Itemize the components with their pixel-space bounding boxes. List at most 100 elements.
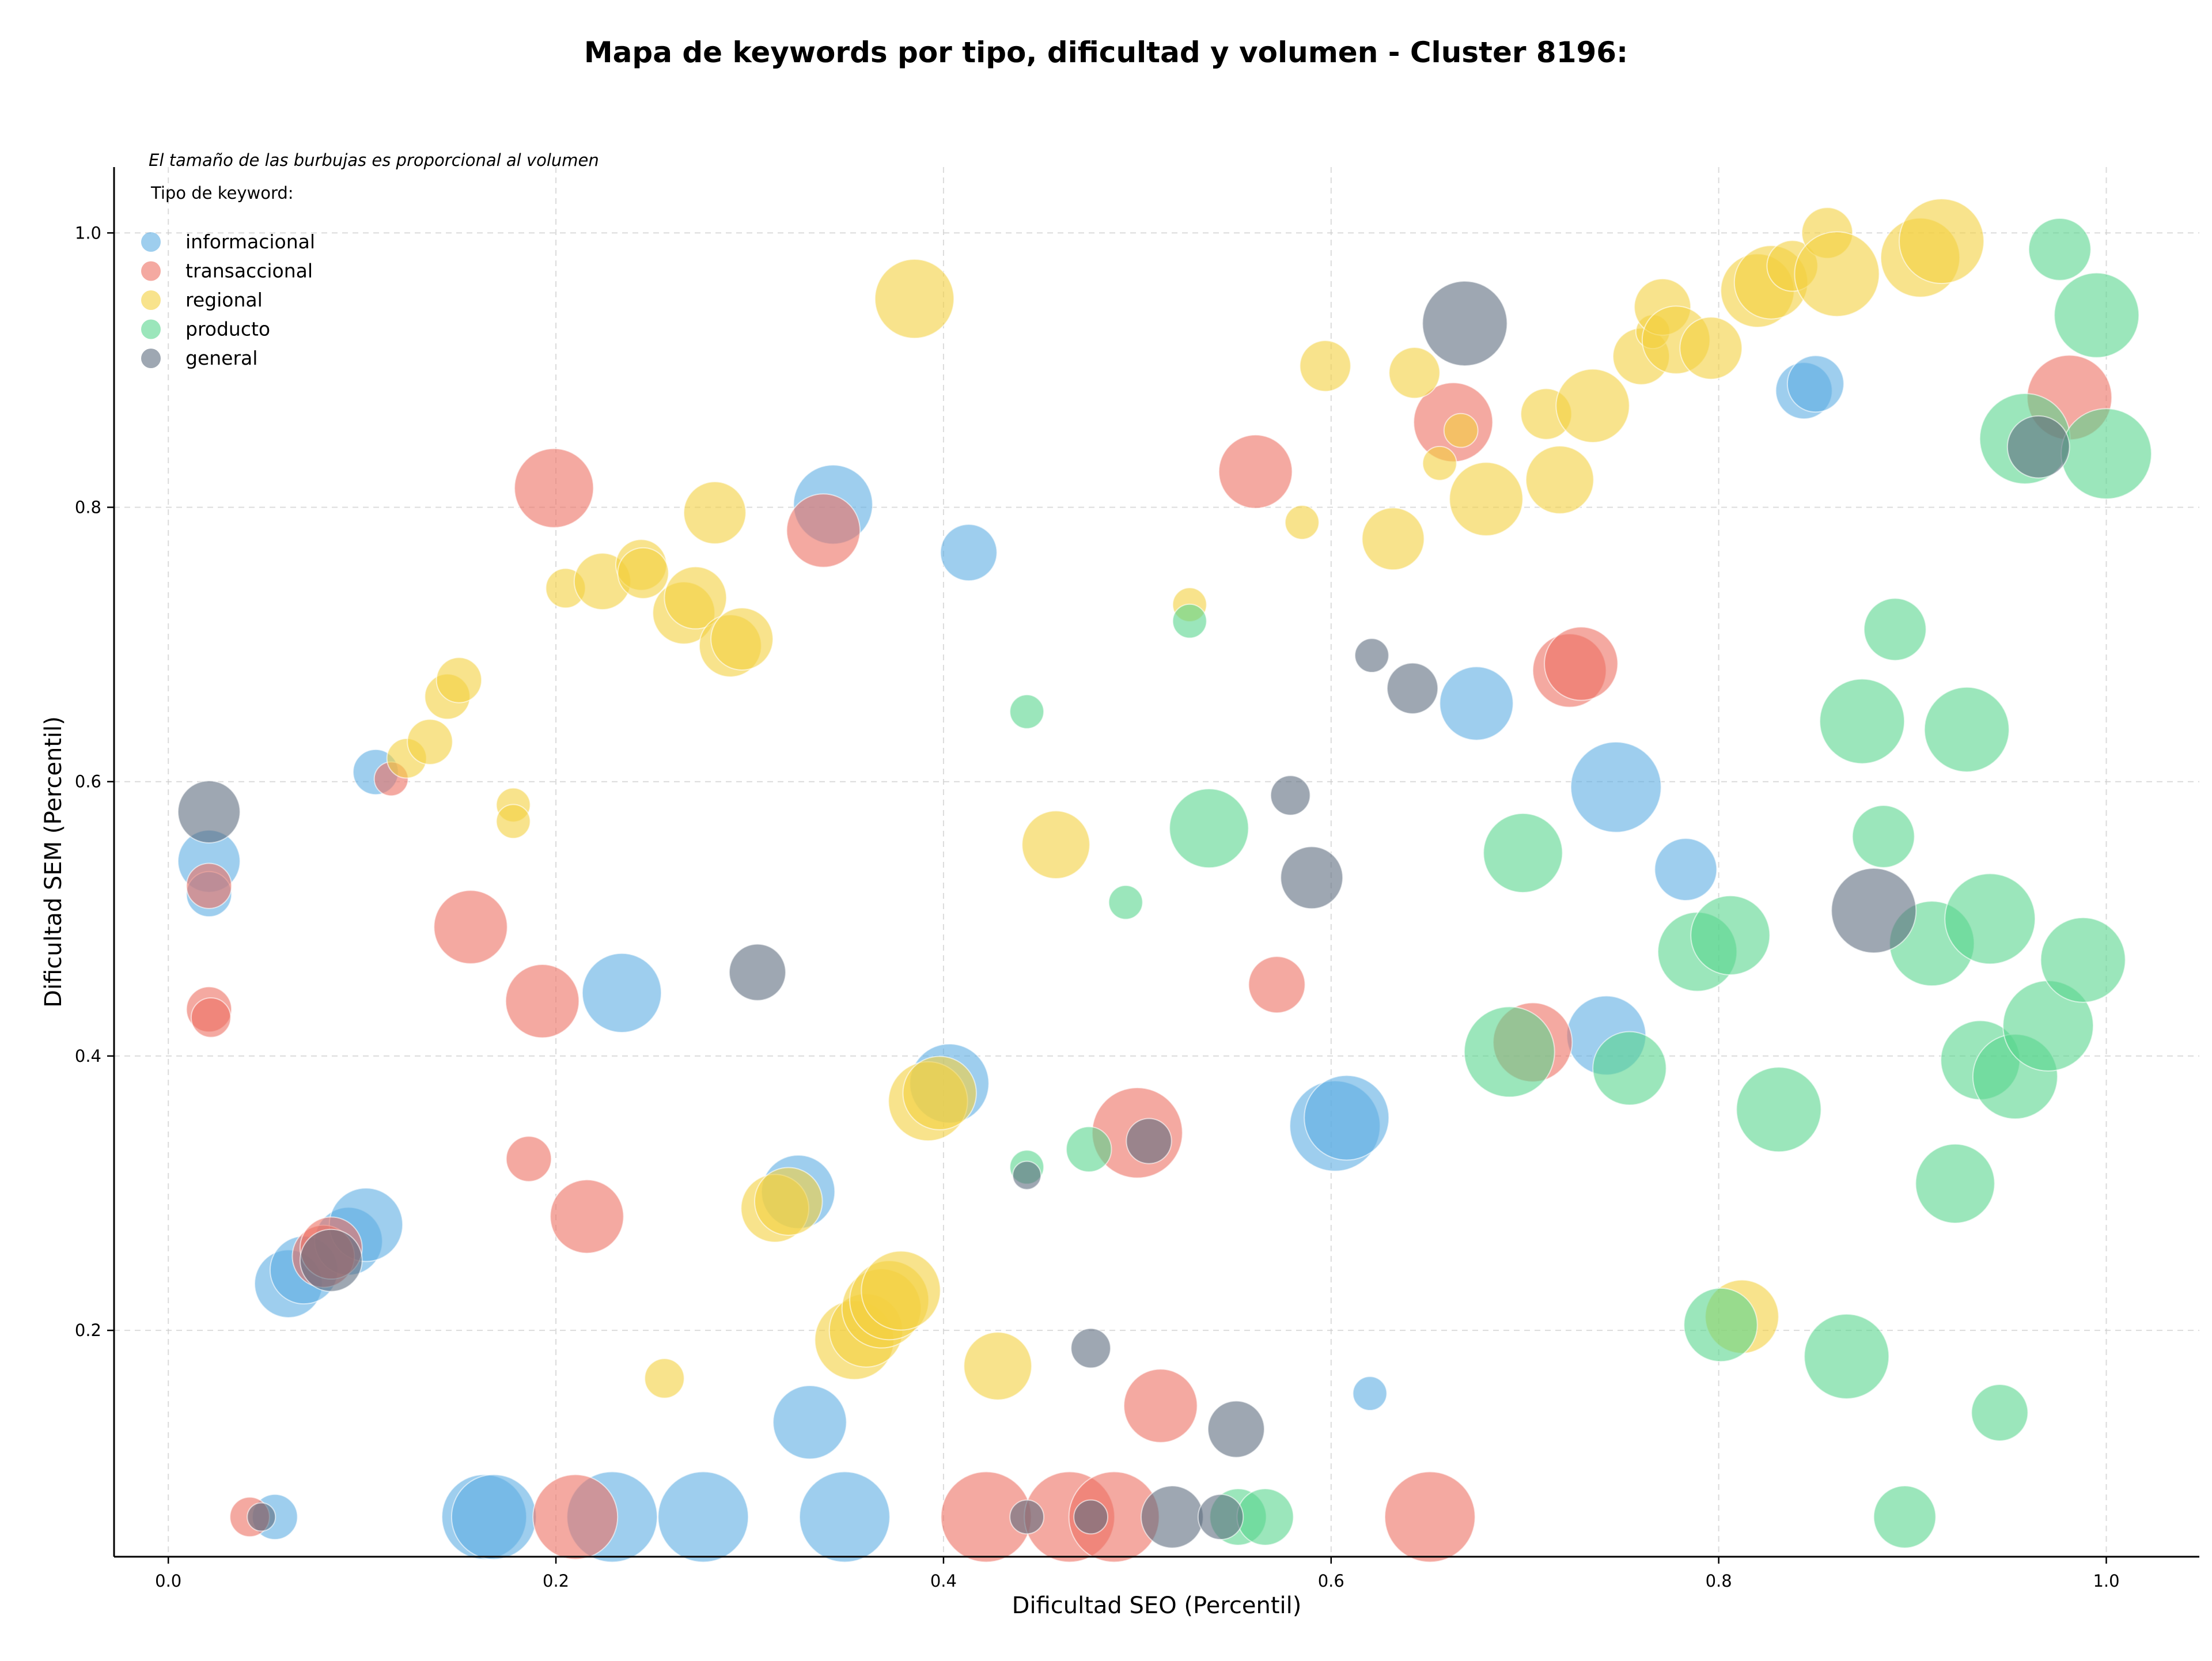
bubble-regional [1021,810,1090,880]
size-annotation: El tamaño de las burbujas es proporciona… [149,150,599,170]
bubble-producto [1873,1485,1937,1549]
bubble-transaccional [514,448,594,528]
bubble-regional [664,566,728,630]
bubble-general [1197,1493,1244,1541]
bubble-general [1280,846,1344,910]
bubble-regional [710,607,774,671]
bubble-general [1386,662,1439,714]
bubble-general [1422,280,1508,366]
y-axis-label: Dificultad SEM (Percentil) [40,716,67,1008]
bubble-producto [1169,788,1249,869]
bubble-regional [495,804,531,839]
x-tick-label: 1.0 [2093,1571,2119,1591]
bubble-producto [1592,1031,1667,1106]
bubble-producto [1819,678,1906,765]
bubble-producto [1923,686,2010,773]
bubble-producto [2054,272,2140,358]
legend-label-general: general [185,347,257,369]
ticks: 0.0 0.2 0.4 0.6 0.8 1.0 0.2 0.4 0.6 0.8 1.0 [75,223,2120,1591]
bubble-regional [435,657,483,703]
bubble-regional [902,1055,977,1130]
y-tick-label: 0.6 [75,772,101,792]
legend-marker-regional [141,290,161,310]
bubble-producto [1736,1066,1822,1153]
bubble-general [2006,415,2070,479]
bubble-producto [2028,217,2092,281]
bubble-informacional [1654,838,1718,901]
bubble-general [728,943,786,1001]
bubble-regional [1555,368,1630,444]
bubble-general [299,1228,363,1292]
bubble-transaccional [185,862,233,909]
bubble-general [1126,1118,1172,1164]
bubble-regional [1449,461,1524,536]
bubble-regional [1794,231,1880,317]
bubble-general [1073,1499,1109,1535]
bubble-informacional [772,1384,847,1460]
bubble-producto [1172,603,1207,639]
bubble-general [1012,1160,1042,1190]
x-tick-label: 0.0 [155,1571,181,1591]
bubble-general [1831,868,1917,954]
bubble-transaccional [1218,434,1293,509]
legend-marker-transaccional [141,261,161,281]
legend-label-informacional: informacional [185,230,315,253]
bubble-regional [1525,445,1594,514]
bubble-general [1009,1499,1044,1535]
bubble-informacional [657,1471,749,1563]
bubble-transaccional [532,1474,619,1560]
bubble-producto [1851,805,1915,868]
bubble-general [1354,638,1389,674]
bubble-producto [1804,1313,1890,1399]
bubble-general [1207,1400,1265,1458]
bubble-producto [1108,884,1143,920]
bubble-informacional [1304,1074,1390,1161]
bubble-regional [1388,347,1441,399]
bubble-regional [644,1358,685,1399]
y-tick-label: 0.2 [75,1321,101,1340]
bubble-regional [1299,340,1351,392]
bubble-regional [1899,198,1985,285]
x-tick-label: 0.2 [543,1571,569,1591]
bubble-informacional [1786,355,1844,413]
bubble-producto [2061,408,2152,500]
bubble-producto [1463,1006,1555,1098]
bubble-regional [683,481,747,544]
x-axis-label: Dificultad SEO (Percentil) [1012,1592,1302,1619]
legend-title: Tipo de keyword: [150,183,294,203]
bubble-producto [1971,1383,2029,1441]
bubble-producto [1683,1287,1758,1363]
chart-title: Mapa de keywords por tipo, dificultad y … [584,36,1628,69]
bubble-producto [1066,1126,1112,1173]
legend-marker-general [141,349,161,368]
x-tick-label: 0.8 [1706,1571,1732,1591]
bubble-transaccional [550,1179,624,1254]
y-tick-label: 0.4 [75,1046,101,1066]
bubble-regional [1443,413,1479,448]
bubble-transaccional [1384,1471,1476,1563]
bubble-regional [407,718,453,765]
bubble-producto [1236,1488,1294,1546]
bubble-informacional [581,952,662,1033]
bubble-producto [1483,812,1563,894]
x-tick-label: 0.4 [930,1571,957,1591]
bubble-transaccional [786,493,861,568]
bubble-producto [1944,873,2036,965]
bubble-informacional [940,524,998,582]
bubble-transaccional [1123,1368,1198,1443]
bubble-regional [1422,445,1457,481]
bubble-producto [1915,1143,1995,1224]
bubble-informacional [1352,1376,1388,1412]
bubble-regional [963,1331,1032,1401]
legend-marker-producto [141,319,161,339]
bubble-regional [861,1250,941,1331]
bubble-producto [1690,895,1771,975]
bubble-general [1070,1327,1111,1369]
bubble-general [1141,1485,1204,1549]
legend-label-regional: regional [185,289,263,311]
bubble-general [1270,775,1311,816]
bubble-transaccional [433,890,508,964]
bubble-general [247,1502,276,1532]
x-tick-label: 0.6 [1318,1571,1344,1591]
